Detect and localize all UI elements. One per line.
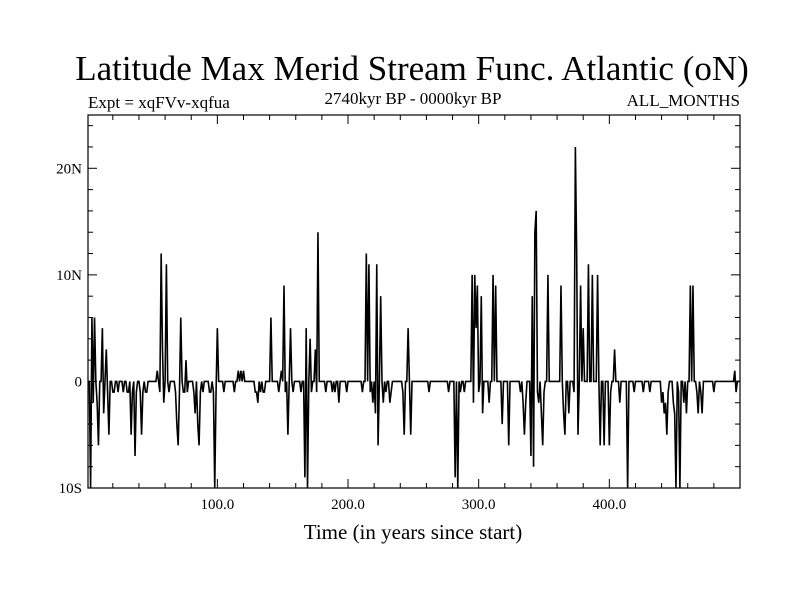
y-tick-label: 10N — [56, 268, 82, 284]
x-tick-label: 200.0 — [331, 497, 365, 513]
chart-subtitle-left: Expt = xqFVv-xqfua — [88, 93, 230, 112]
x-tick-label: 400.0 — [592, 497, 626, 513]
chart-subtitle-right: ALL_MONTHS — [627, 91, 740, 110]
x-axis-label: Time (in years since start) — [304, 520, 523, 544]
x-tick-label: 100.0 — [200, 497, 234, 513]
x-tick-label: 300.0 — [462, 497, 496, 513]
y-tick-label: 0 — [75, 374, 83, 390]
plot-frame — [87, 114, 741, 489]
series-line — [88, 146, 740, 488]
y-tick-label: 20N — [56, 161, 82, 177]
chart-title: Latitude Max Merid Stream Func. Atlantic… — [75, 49, 749, 88]
x-axis: 100.0 200.0 300.0 400.0 — [112, 115, 715, 513]
chart-subtitle-center: 2740kyr BP - 0000kyr BP — [325, 89, 502, 108]
y-axis: 10S 0 10N 20N — [56, 125, 740, 497]
y-tick-label: 10S — [59, 481, 82, 497]
